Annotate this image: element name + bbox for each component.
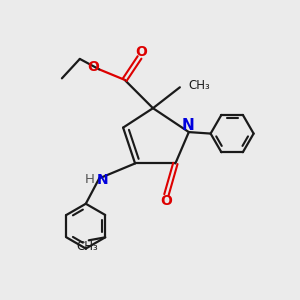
Text: H: H — [85, 173, 94, 186]
Text: N: N — [97, 173, 109, 187]
Text: O: O — [160, 194, 172, 208]
Text: O: O — [87, 60, 99, 74]
Text: N: N — [182, 118, 195, 133]
Text: CH₃: CH₃ — [188, 79, 210, 92]
Text: CH₃: CH₃ — [76, 240, 98, 254]
Text: O: O — [136, 45, 148, 59]
